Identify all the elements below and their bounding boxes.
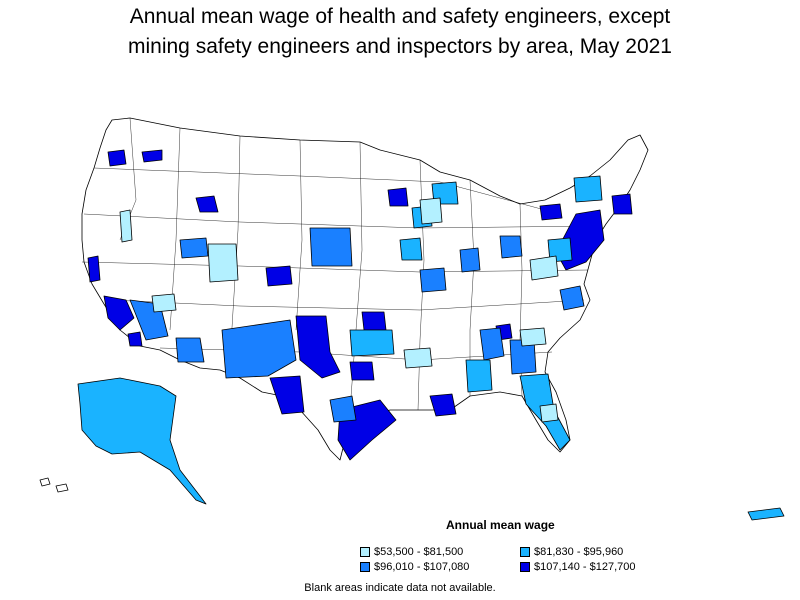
- region-utah: [207, 243, 239, 283]
- legend-label-4: $107,140 - $127,700: [534, 561, 636, 573]
- legend-item-2: $81,830 - $95,960: [520, 546, 623, 558]
- region-virginia: [559, 285, 585, 311]
- hawaii: [39, 477, 69, 493]
- region-ohio: [499, 235, 523, 259]
- legend-item-1: $53,500 - $81,500: [360, 546, 463, 558]
- region-new-mexico: [221, 319, 297, 379]
- region-idaho: [195, 195, 219, 213]
- region-kansas: [309, 227, 353, 267]
- region-west-virginia: [529, 255, 559, 281]
- region-bay-area: [87, 255, 101, 283]
- region-tennessee: [479, 327, 505, 361]
- contiguous-us-outline: [81, 117, 649, 461]
- region-texas-central: [349, 329, 395, 357]
- legend-item-4: $107,140 - $127,700: [520, 561, 636, 573]
- region-indiana: [459, 247, 481, 273]
- region-boston: [611, 193, 633, 215]
- region-iowa: [419, 197, 443, 225]
- title-line-2: mining safety engineers and inspectors b…: [128, 35, 672, 58]
- region-east-texas: [329, 395, 357, 423]
- region-minnesota: [387, 187, 409, 207]
- region-illinois: [399, 237, 423, 261]
- region-spokane: [141, 149, 163, 163]
- region-texas-panhandle: [295, 315, 341, 379]
- region-west-texas: [269, 375, 305, 415]
- region-denver: [265, 265, 293, 287]
- region-los-angeles: [103, 295, 135, 331]
- region-buffalo: [539, 203, 563, 221]
- region-carolina: [519, 327, 547, 347]
- legend-swatch-4: [520, 562, 530, 572]
- region-alabama: [465, 359, 493, 393]
- legend-swatch-2: [520, 547, 530, 557]
- legend-label-3: $96,010 - $107,080: [374, 561, 470, 573]
- region-louisiana: [429, 393, 457, 417]
- footnote: Blank areas indicate data not available.: [304, 582, 496, 594]
- region-idaho-falls: [179, 237, 209, 259]
- region-arizona: [175, 337, 205, 363]
- legend-title: Annual mean wage: [446, 518, 555, 532]
- map-title: Annual mean wage of health and safety en…: [0, 2, 800, 62]
- region-missouri: [419, 267, 447, 293]
- legend-label-1: $53,500 - $81,500: [374, 546, 464, 558]
- region-seattle: [107, 149, 127, 167]
- region-alaska: [77, 377, 207, 505]
- region-oregon-coast: [119, 209, 133, 243]
- legend-swatch-3: [360, 562, 370, 572]
- region-puerto-rico: [747, 507, 785, 521]
- region-arkansas: [403, 347, 433, 369]
- region-new-york: [573, 175, 603, 203]
- legend-swatch-1: [360, 547, 370, 557]
- region-san-diego: [127, 331, 143, 347]
- region-nevada-south: [151, 293, 177, 313]
- region-dallas: [349, 361, 375, 381]
- legend-item-3: $96,010 - $107,080: [360, 561, 469, 573]
- title-line-1: Annual mean wage of health and safety en…: [129, 5, 671, 28]
- legend-label-2: $81,830 - $95,960: [534, 546, 624, 558]
- region-oklahoma: [361, 311, 387, 331]
- wage-regions: [77, 149, 785, 521]
- region-florida-central: [539, 403, 559, 423]
